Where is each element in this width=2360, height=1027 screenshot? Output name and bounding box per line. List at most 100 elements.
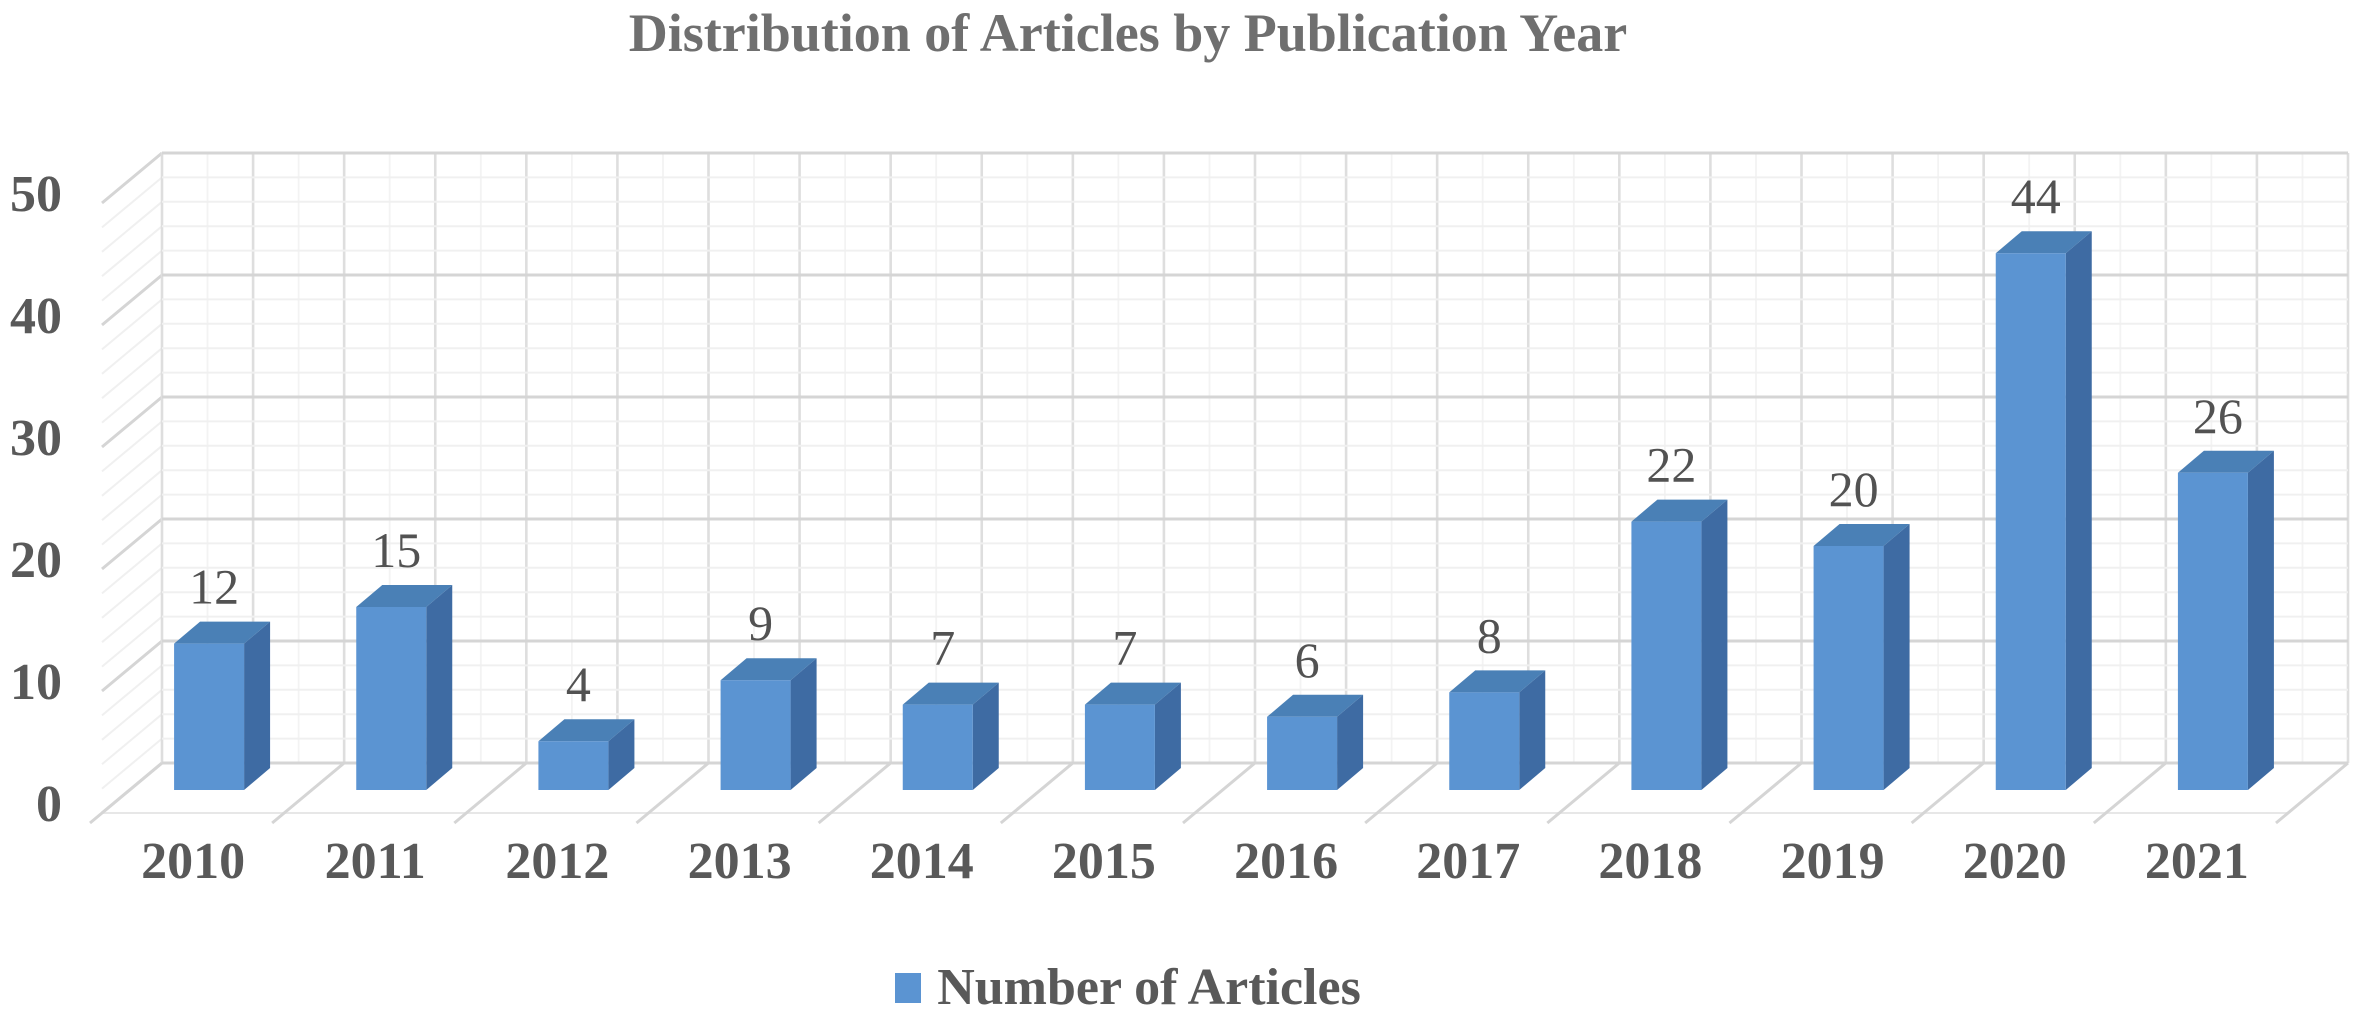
side-wall-minor-gridline bbox=[101, 323, 163, 375]
side-wall-minor-gridline bbox=[101, 615, 163, 668]
bar-top-2021 bbox=[2177, 450, 2274, 473]
bar-side-2013 bbox=[790, 658, 817, 790]
side-wall-minor-gridline bbox=[101, 737, 163, 790]
legend-swatch-icon bbox=[895, 973, 922, 1003]
side-wall-minor-gridline bbox=[101, 689, 163, 741]
floor-category-line bbox=[635, 761, 710, 825]
side-wall-minor-gridline bbox=[101, 542, 163, 595]
side-wall-gridline bbox=[101, 517, 163, 571]
x-tick-2013: 2013 bbox=[688, 833, 792, 890]
bar-value-label-2011: 15 bbox=[371, 522, 421, 578]
bar-top-2019 bbox=[1813, 524, 1910, 546]
bar-side-2011 bbox=[426, 585, 453, 790]
y-tick-0: 0 bbox=[36, 776, 62, 833]
x-tick-2012: 2012 bbox=[505, 833, 609, 890]
bar-top-2015 bbox=[1084, 682, 1181, 705]
bar-2020 bbox=[1995, 253, 2066, 790]
bar-value-label-2015: 7 bbox=[1112, 620, 1137, 676]
x-tick-2019: 2019 bbox=[1781, 833, 1885, 890]
bar-2013 bbox=[720, 680, 791, 790]
bar-side-2021 bbox=[2247, 450, 2274, 790]
y-tick-20: 20 bbox=[10, 532, 62, 589]
side-wall-minor-gridline bbox=[101, 298, 163, 351]
bar-top-2012 bbox=[538, 719, 635, 742]
x-tick-2016: 2016 bbox=[1234, 833, 1338, 890]
bar-2015 bbox=[1084, 704, 1155, 790]
floor-category-line bbox=[453, 761, 528, 825]
side-wall-minor-gridline bbox=[101, 249, 163, 302]
floor-category-line bbox=[2092, 761, 2167, 825]
chart-title: Distribution of Articles by Publication … bbox=[628, 3, 1628, 63]
bar-2019 bbox=[1813, 546, 1884, 790]
y-tick-50: 50 bbox=[10, 166, 62, 223]
x-tick-2010: 2010 bbox=[141, 833, 245, 890]
floor-category-line bbox=[1546, 761, 1621, 825]
bar-side-2015 bbox=[1154, 682, 1181, 790]
bar-top-2017 bbox=[1449, 670, 1546, 693]
side-wall-minor-gridline bbox=[101, 347, 163, 399]
floor-category-line bbox=[1728, 761, 1803, 825]
side-wall-gridline bbox=[101, 273, 163, 327]
side-wall-gridline bbox=[101, 395, 163, 449]
floor-category-line bbox=[271, 761, 346, 825]
x-tick-2020: 2020 bbox=[1963, 833, 2067, 890]
side-wall-minor-gridline bbox=[101, 420, 163, 473]
bar-top-2018 bbox=[1631, 499, 1728, 522]
floor-category-line bbox=[999, 761, 1074, 825]
bar-top-2013 bbox=[720, 658, 817, 681]
bar-value-label-2017: 8 bbox=[1477, 607, 1502, 663]
bar-side-2010 bbox=[244, 621, 271, 790]
legend: Number of Articles bbox=[0, 958, 2308, 1018]
side-wall-minor-gridline bbox=[101, 201, 163, 253]
bar-side-2019 bbox=[1883, 524, 1910, 790]
bar-value-label-2018: 22 bbox=[1646, 437, 1696, 493]
y-tick-30: 30 bbox=[10, 410, 62, 467]
bar-value-label-2010: 12 bbox=[189, 559, 239, 615]
bar-top-2020 bbox=[1995, 231, 2092, 254]
side-wall-minor-gridline bbox=[101, 469, 163, 521]
bar-2018 bbox=[1631, 521, 1702, 790]
bar-top-2016 bbox=[1267, 694, 1364, 717]
floor-category-line bbox=[1910, 761, 1985, 825]
floor-category-line bbox=[1182, 761, 1256, 825]
bar-value-label-2016: 6 bbox=[1295, 632, 1320, 688]
x-tick-2018: 2018 bbox=[1598, 833, 1702, 890]
bar-2021 bbox=[2177, 472, 2248, 790]
bar-value-label-2014: 7 bbox=[930, 620, 955, 676]
bar-side-2014 bbox=[972, 682, 999, 790]
bar-side-2020 bbox=[2065, 231, 2092, 790]
x-tick-2011: 2011 bbox=[325, 833, 426, 890]
bar-side-2012 bbox=[608, 719, 635, 790]
bar-top-2011 bbox=[356, 585, 453, 607]
side-wall-minor-gridline bbox=[101, 493, 163, 546]
floor-category-line bbox=[1364, 761, 1439, 825]
side-wall-minor-gridline bbox=[101, 713, 163, 765]
bar-top-2014 bbox=[902, 682, 999, 705]
bar-2012 bbox=[538, 741, 609, 790]
bar-value-label-2013: 9 bbox=[748, 595, 773, 651]
bar-value-label-2020: 44 bbox=[2011, 168, 2061, 224]
bar-value-label-2021: 26 bbox=[2193, 388, 2243, 444]
y-tick-40: 40 bbox=[10, 288, 62, 345]
side-wall-minor-gridline bbox=[101, 176, 163, 229]
bar-value-label-2012: 4 bbox=[566, 656, 591, 712]
bar-2016 bbox=[1267, 716, 1338, 790]
side-wall-gridline bbox=[101, 639, 163, 693]
bar-value-label-2019: 20 bbox=[1829, 461, 1879, 517]
x-tick-2021: 2021 bbox=[2145, 833, 2249, 890]
legend-label: Number of Articles bbox=[937, 959, 1361, 1016]
x-tick-2014: 2014 bbox=[870, 833, 974, 890]
floor-category-line bbox=[89, 761, 163, 825]
bar-top-2010 bbox=[174, 621, 271, 644]
bar-2010 bbox=[174, 643, 245, 790]
x-tick-2017: 2017 bbox=[1416, 833, 1520, 890]
x-tick-2015: 2015 bbox=[1052, 833, 1156, 890]
bar-2017 bbox=[1449, 692, 1520, 790]
bar-side-2018 bbox=[1701, 499, 1728, 790]
bar-side-2016 bbox=[1337, 694, 1364, 790]
floor-category-line bbox=[817, 761, 892, 825]
side-wall-gridline bbox=[101, 151, 163, 205]
side-wall-minor-gridline bbox=[101, 664, 163, 717]
